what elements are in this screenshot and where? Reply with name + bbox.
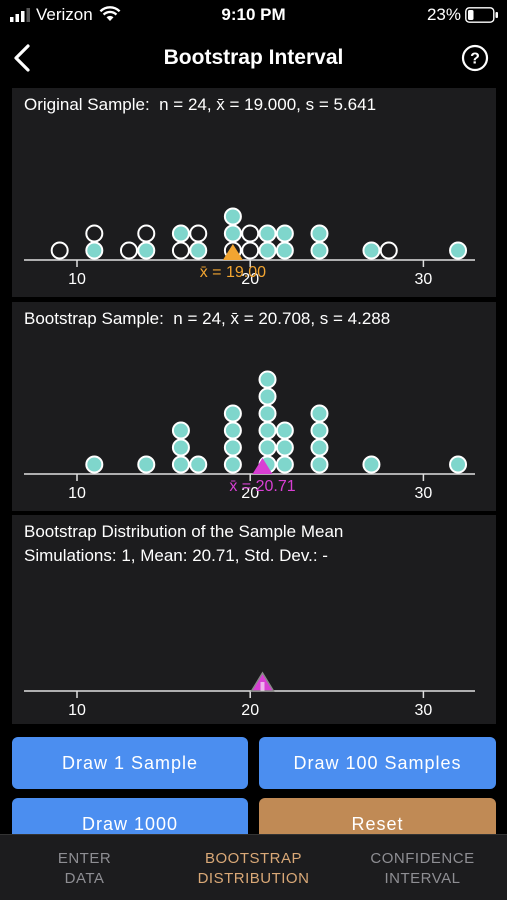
draw-1-sample-button[interactable]: Draw 1 Sample <box>12 737 248 789</box>
data-dot-filled <box>85 455 104 474</box>
data-dot-filled <box>223 455 242 474</box>
mean-label: x̄ = 20.71 <box>229 478 295 495</box>
data-dot-filled <box>258 370 277 389</box>
data-dot-filled <box>258 421 277 440</box>
data-dot-filled <box>137 455 156 474</box>
data-dot-open <box>119 241 138 260</box>
tab-bootstrap-distribution[interactable]: BOOTSTRAP DISTRIBUTION <box>169 849 338 889</box>
mean-label: x̄ = 19.00 <box>200 264 266 281</box>
tab-bootstrap-distribution-line1: BOOTSTRAP <box>204 850 302 867</box>
draw-100-samples-button[interactable]: Draw 100 Samples <box>259 737 496 789</box>
data-dot-open <box>50 241 69 260</box>
data-dot-filled <box>137 241 156 260</box>
signal-icon <box>10 8 30 22</box>
data-dot-filled <box>189 241 208 260</box>
tab-confidence-interval-line2: INTERVAL <box>384 870 461 887</box>
nav-bar: Bootstrap Interval ? <box>0 36 507 80</box>
axis-tick-label: 20 <box>241 271 259 288</box>
original-dotplot: 10 20 30 x̄ = 19.00 <box>24 207 475 288</box>
data-dot-filled <box>310 241 329 260</box>
status-bar: Verizon 9:10 PM 23% <box>0 0 507 30</box>
axis-tick-label: 10 <box>68 271 86 288</box>
data-dot-filled <box>362 241 381 260</box>
data-dot-filled <box>258 241 277 260</box>
data-dot-filled <box>258 224 277 243</box>
data-dot-filled <box>171 224 190 243</box>
tab-enter-data-line2: DATA <box>64 870 105 887</box>
mean-marker <box>222 244 243 260</box>
axis-tick-label: 30 <box>415 702 433 719</box>
data-dot-open <box>171 241 190 260</box>
battery-percent: 23% <box>426 5 461 24</box>
data-dot-filled <box>223 207 242 226</box>
data-dot-filled <box>258 404 277 423</box>
original-sample-title: Original Sample: n = 24, x̄ = 19.000, s … <box>24 95 377 114</box>
clock: 9:10 PM <box>221 5 286 24</box>
axis-tick-label: 30 <box>415 271 433 288</box>
data-dot-filled <box>223 224 242 243</box>
tab-enter-data-line1: ENTER <box>57 850 112 867</box>
data-dot-filled <box>310 455 329 474</box>
data-dot-filled <box>310 438 329 457</box>
data-dot-filled <box>223 421 242 440</box>
tab-enter-data[interactable]: ENTER DATA <box>0 849 169 889</box>
svg-text:?: ? <box>470 51 480 68</box>
wifi-icon <box>99 6 121 21</box>
data-dot-open <box>379 241 398 260</box>
data-dot-filled <box>189 455 208 474</box>
data-dot-filled <box>275 438 294 457</box>
data-dot-filled <box>171 438 190 457</box>
data-dot-open <box>85 224 104 243</box>
tab-confidence-interval-line1: CONFIDENCE <box>370 850 475 867</box>
data-dot-filled <box>449 455 468 474</box>
bootstrap-distribution-panel: Bootstrap Distribution of the Sample Mea… <box>12 515 496 724</box>
distribution-bar <box>260 682 265 691</box>
data-dot-filled <box>449 241 468 260</box>
data-dot-filled <box>275 241 294 260</box>
tab-confidence-interval[interactable]: CONFIDENCE INTERVAL <box>338 849 507 889</box>
data-dot-filled <box>310 421 329 440</box>
data-dot-filled <box>275 421 294 440</box>
tab-bootstrap-distribution-line2: DISTRIBUTION <box>197 870 310 887</box>
data-dot-filled <box>223 404 242 423</box>
distribution-stats: Simulations: 1, Mean: 20.71, Std. Dev.: … <box>24 546 328 565</box>
data-dot-filled <box>258 438 277 457</box>
data-dot-filled <box>85 241 104 260</box>
data-dot-filled <box>171 455 190 474</box>
back-chevron-icon[interactable] <box>8 40 38 76</box>
battery-icon <box>465 7 498 23</box>
bootstrap-dotplot: 10 20 30 x̄ = 20.71 <box>24 370 475 502</box>
distribution-title: Bootstrap Distribution of the Sample Mea… <box>24 522 344 541</box>
tab-bar: ENTER DATA BOOTSTRAP DISTRIBUTION CONFID… <box>0 834 507 900</box>
data-dot-filled <box>171 421 190 440</box>
data-dot-filled <box>223 438 242 457</box>
bootstrap-sample-panel: Bootstrap Sample: n = 24, x̄ = 20.708, s… <box>12 302 496 511</box>
page-title: Bootstrap Interval <box>163 46 344 69</box>
help-icon[interactable]: ? <box>461 44 489 72</box>
axis-tick-label: 20 <box>241 702 259 719</box>
axis-tick-label: 30 <box>415 485 433 502</box>
data-dot-filled <box>310 224 329 243</box>
data-dot-filled <box>275 224 294 243</box>
data-dot-open <box>137 224 156 243</box>
mean-marker <box>252 458 273 474</box>
data-dot-filled <box>258 387 277 406</box>
data-dot-open <box>189 224 208 243</box>
original-sample-panel: Original Sample: n = 24, x̄ = 19.000, s … <box>12 88 496 297</box>
data-dot-open <box>241 241 260 260</box>
data-dot-open <box>241 224 260 243</box>
axis-tick-label: 10 <box>68 485 86 502</box>
carrier-label: Verizon <box>36 5 93 24</box>
distribution-plot: 10 20 30 <box>24 671 475 719</box>
data-dot-filled <box>275 455 294 474</box>
data-dot-filled <box>362 455 381 474</box>
axis-tick-label: 20 <box>241 485 259 502</box>
data-dot-filled <box>310 404 329 423</box>
bootstrap-sample-title: Bootstrap Sample: n = 24, x̄ = 20.708, s… <box>24 309 391 328</box>
axis-tick-label: 10 <box>68 702 86 719</box>
